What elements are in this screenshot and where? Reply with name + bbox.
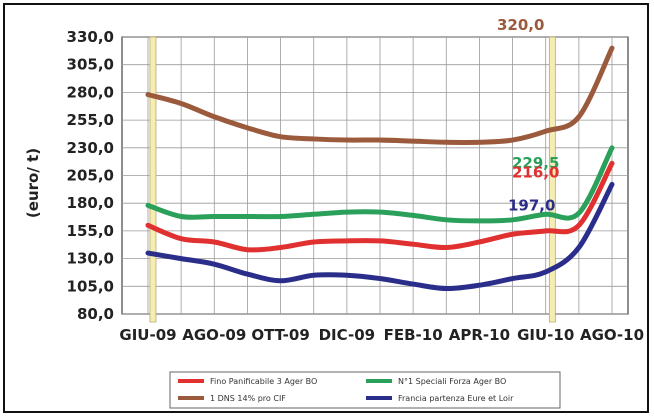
x-tick-label: OTT-09 bbox=[251, 326, 309, 344]
x-tick-label: GIU-09 bbox=[119, 326, 176, 344]
legend-label: 1 DNS 14% pro CIF bbox=[210, 394, 286, 403]
y-tick-label: 280,0 bbox=[67, 83, 114, 101]
highlight-band bbox=[149, 36, 157, 323]
end-value-label: 229,5 bbox=[512, 154, 559, 172]
series-line-1 bbox=[145, 145, 615, 224]
x-tick-label: DIC-09 bbox=[319, 326, 375, 344]
legend-box bbox=[169, 371, 561, 409]
x-tick-label: APR-10 bbox=[449, 326, 510, 344]
x-tick-label: AGO-09 bbox=[182, 326, 246, 344]
x-tick-label: FEB-10 bbox=[384, 326, 443, 344]
end-value-label: 320,0 bbox=[497, 16, 544, 34]
y-tick-label: 180,0 bbox=[67, 194, 114, 212]
legend: Fino Panificabile 3 Ager BO N°1 Speciali … bbox=[169, 371, 561, 409]
x-tick-label: GIU-10 bbox=[517, 326, 574, 344]
series-lines bbox=[145, 45, 615, 292]
y-tick-label: 305,0 bbox=[67, 56, 114, 74]
y-tick-label: 330,0 bbox=[67, 28, 114, 46]
x-tick-label: AGO-10 bbox=[580, 326, 644, 344]
y-axis-ticks: 80,0 105,0 130,0 155,0 180,0 205,0 230,0 255,0 2… bbox=[67, 28, 114, 323]
y-tick-label: 80,0 bbox=[77, 305, 114, 323]
legend-label: Fino Panificabile 3 Ager BO bbox=[210, 377, 317, 386]
legend-label: N°1 Speciali Forza Ager BO bbox=[398, 377, 506, 386]
end-value-label: 197,0 bbox=[508, 196, 555, 214]
x-axis-ticks: GIU-09 AGO-09 OTT-09 DIC-09 FEB-10 APR-10 GIU-… bbox=[119, 326, 644, 344]
end-value-label: 216,0 bbox=[512, 163, 559, 181]
legend-label: Francia partenza Eure et Loir bbox=[398, 394, 514, 403]
y-axis-label: (euro/ t) bbox=[24, 148, 42, 218]
y-tick-label: 155,0 bbox=[67, 222, 114, 240]
highlight-band bbox=[548, 36, 556, 323]
y-tick-label: 255,0 bbox=[67, 111, 114, 129]
y-tick-label: 130,0 bbox=[67, 250, 114, 268]
series-line-0 bbox=[145, 160, 615, 253]
highlight-bands bbox=[149, 36, 556, 323]
y-tick-label: 105,0 bbox=[67, 277, 114, 295]
y-tick-label: 230,0 bbox=[67, 139, 114, 157]
series-line-3 bbox=[145, 181, 615, 292]
series-line-2 bbox=[145, 45, 615, 145]
y-tick-label: 205,0 bbox=[67, 167, 114, 185]
